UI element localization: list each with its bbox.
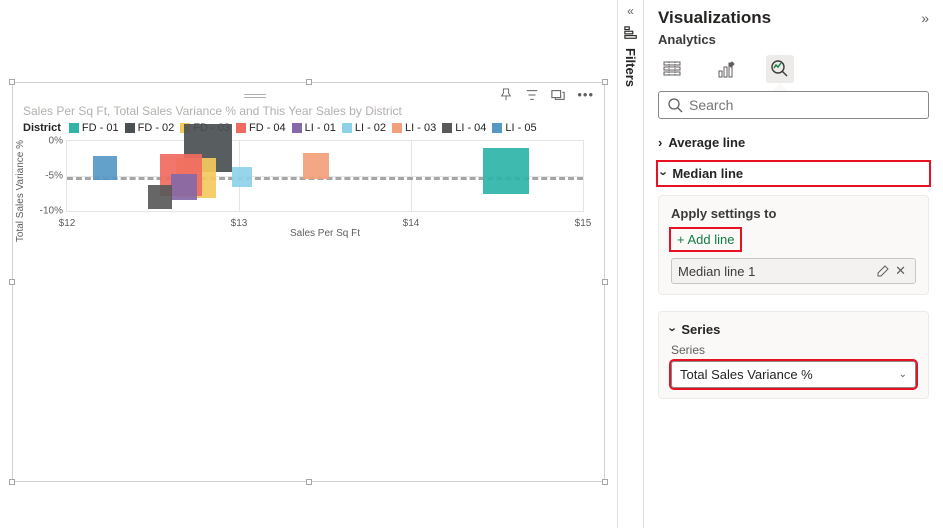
legend-swatch (125, 123, 135, 133)
legend-swatch (236, 123, 246, 133)
filter-icon[interactable] (525, 88, 539, 102)
legend-item-label: FD - 02 (138, 122, 175, 134)
expand-filters-icon[interactable]: « (627, 4, 634, 18)
resize-handle[interactable] (306, 79, 312, 85)
collapse-visualizations-icon[interactable]: » (921, 10, 929, 26)
legend-item[interactable]: FD - 04 (236, 122, 286, 134)
average-line-label: Average line (668, 135, 745, 150)
legend-swatch (69, 123, 79, 133)
fields-tab-icon[interactable] (658, 55, 686, 83)
search-field[interactable] (689, 97, 920, 113)
series-dropdown[interactable]: Total Sales Variance % ⌄ (671, 361, 916, 388)
x-axis-title: Sales Per Sq Ft (67, 228, 583, 239)
series-dropdown-value: Total Sales Variance % (680, 367, 813, 382)
resize-handle[interactable] (602, 279, 608, 285)
y-axis-title: Total Sales Variance % (13, 140, 28, 242)
chart-legend: District FD - 01FD - 02FD - 03FD - 04LI … (13, 122, 604, 140)
resize-handle[interactable] (9, 79, 15, 85)
chevron-down-icon: ⌄ (899, 369, 907, 380)
scatter-mark[interactable] (232, 167, 252, 187)
series-section-label: Series (681, 322, 720, 337)
resize-handle[interactable] (9, 479, 15, 485)
focus-mode-icon[interactable] (551, 88, 565, 102)
chevron-down-icon: › (666, 327, 681, 331)
legend-item-label: LI - 04 (455, 122, 486, 134)
scatter-mark[interactable] (148, 185, 172, 209)
visualizations-pane: Visualizations » Analytics › Average lin… (643, 0, 943, 528)
filters-pane-collapsed[interactable]: « Filters (617, 0, 643, 528)
series-field-label: Series (671, 343, 916, 357)
legend-item-label: LI - 03 (405, 122, 436, 134)
resize-handle[interactable] (306, 479, 312, 485)
format-tab-icon[interactable] (712, 55, 740, 83)
pin-icon[interactable] (499, 88, 513, 102)
chevron-right-icon: › (658, 135, 662, 150)
median-line-item[interactable]: Median line 1 ✕ (671, 258, 916, 284)
scatter-mark[interactable] (483, 148, 529, 194)
legend-item-label: LI - 05 (505, 122, 536, 134)
drag-handle[interactable] (23, 92, 487, 98)
resize-handle[interactable] (602, 479, 608, 485)
delete-icon[interactable]: ✕ (892, 263, 909, 279)
average-line-section[interactable]: › Average line (644, 127, 943, 158)
legend-swatch (292, 123, 302, 133)
line-item-name: Median line 1 (678, 264, 874, 279)
median-line-section[interactable]: › Median line (656, 160, 931, 187)
series-card: › Series Series Total Sales Variance % ⌄ (658, 311, 929, 399)
edit-icon[interactable] (874, 265, 892, 277)
legend-item[interactable]: LI - 02 (342, 122, 386, 134)
series-section-header[interactable]: › Series (671, 322, 916, 337)
legend-swatch (492, 123, 502, 133)
y-tick-label: -10% (35, 206, 63, 217)
filters-icon (624, 26, 638, 40)
legend-item[interactable]: LI - 05 (492, 122, 536, 134)
plot-area: 0%-5%-10%$12$13$14$15Sales Per Sq Ft (66, 140, 584, 212)
legend-item[interactable]: LI - 04 (442, 122, 486, 134)
legend-item[interactable]: FD - 01 (69, 122, 119, 134)
legend-item-label: LI - 01 (305, 122, 336, 134)
apply-settings-card: Apply settings to + Add line Median line… (658, 195, 929, 295)
chart-title: Sales Per Sq Ft, Total Sales Variance % … (13, 104, 604, 122)
filters-label: Filters (623, 48, 638, 87)
median-line-label: Median line (672, 166, 743, 181)
more-options-icon[interactable]: ••• (577, 87, 594, 102)
search-input[interactable] (658, 91, 929, 119)
legend-item[interactable]: FD - 02 (125, 122, 175, 134)
apply-settings-label: Apply settings to (671, 206, 916, 221)
scatter-mark[interactable] (303, 153, 329, 179)
y-tick-label: -5% (35, 171, 63, 182)
resize-handle[interactable] (602, 79, 608, 85)
chevron-down-icon: › (657, 171, 672, 175)
legend-item-label: LI - 02 (355, 122, 386, 134)
legend-item[interactable]: LI - 03 (392, 122, 436, 134)
legend-item-label: FD - 01 (82, 122, 119, 134)
scatter-mark[interactable] (171, 174, 197, 200)
legend-item[interactable]: LI - 01 (292, 122, 336, 134)
search-icon (667, 97, 683, 113)
add-line-button[interactable]: + Add line (671, 229, 740, 250)
legend-item-label: FD - 04 (249, 122, 286, 134)
visualizations-title: Visualizations (658, 8, 771, 28)
legend-swatch (392, 123, 402, 133)
legend-swatch (442, 123, 452, 133)
scatter-mark[interactable] (93, 156, 117, 180)
analytics-tab-icon[interactable] (766, 55, 794, 83)
analytics-subtitle: Analytics (644, 30, 943, 53)
chart-visual[interactable]: ••• Sales Per Sq Ft, Total Sales Varianc… (12, 82, 605, 482)
legend-title: District (23, 122, 61, 134)
legend-swatch (342, 123, 352, 133)
y-tick-label: 0% (35, 136, 63, 147)
resize-handle[interactable] (9, 279, 15, 285)
